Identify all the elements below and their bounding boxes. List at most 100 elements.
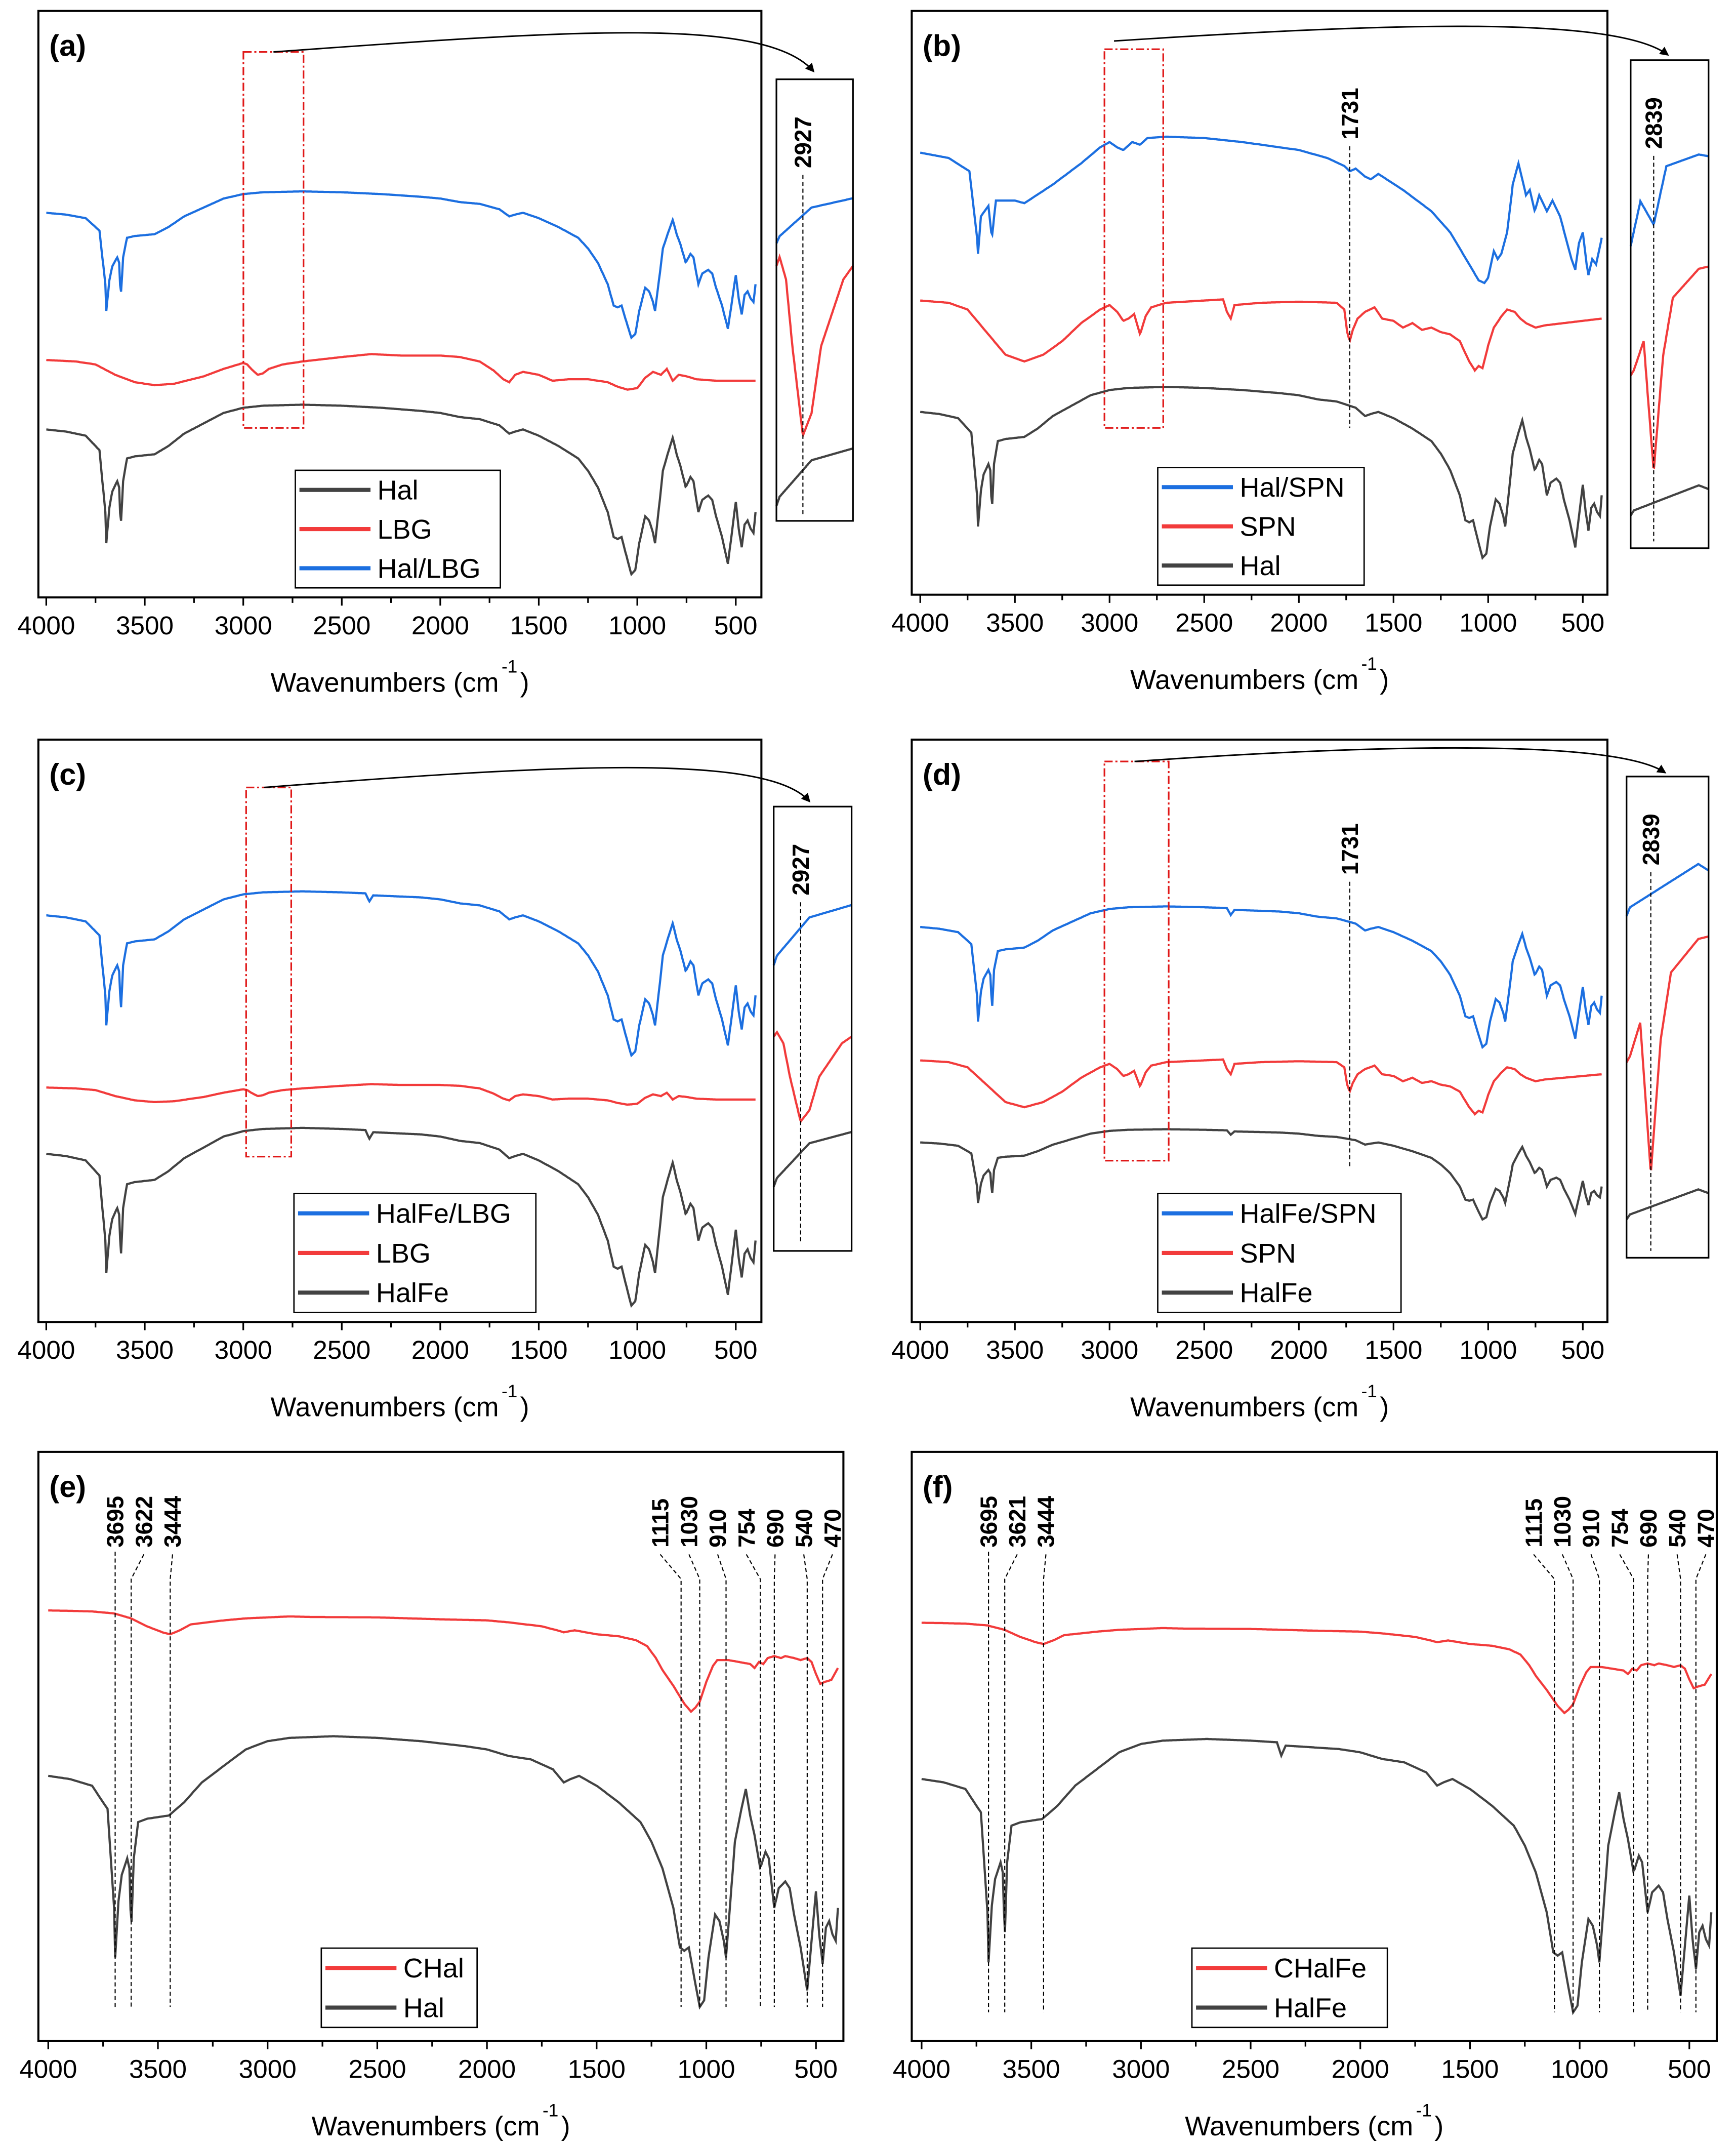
peak-marker-label: 540 [791, 1509, 817, 1548]
panel-label: (a) [49, 29, 86, 63]
legend: HalFe/SPN SPN HalFe [1157, 1193, 1402, 1313]
x-axis-title: Wavenumbers (cm [271, 1392, 499, 1423]
inset-marker-label: 2927 [788, 844, 814, 896]
peak-marker-line [170, 1554, 174, 2007]
legend-label: HalFe/LBG [376, 1199, 511, 1229]
peak-marker-line [1043, 1554, 1047, 2013]
x-tick-label: 1000 [1551, 2055, 1608, 2084]
zoom-region-box [242, 51, 305, 429]
x-tick-label: 4000 [891, 1335, 949, 1364]
legend-label: SPN [1240, 1238, 1296, 1269]
peak-marker-line [1676, 1554, 1681, 2013]
peak-marker-label: 910 [1578, 1509, 1604, 1548]
chart-panel-c: 4000 3500 3000 2500 2000 1500 1000 500 Wavenumbe… [17, 738, 853, 1423]
x-axis-title-sup: -1 [543, 2100, 558, 2120]
series-line-halfe [920, 1128, 1603, 1221]
x-axis-title: Wavenumbers (cm [1130, 665, 1358, 695]
x-tick-label: 2500 [313, 1335, 370, 1364]
legend: Hal LBG Hal/LBG [295, 469, 501, 589]
x-tick-label: 2500 [348, 2055, 406, 2084]
legend-label: Hal/SPN [1240, 472, 1345, 503]
x-tick-label: 4000 [17, 611, 75, 640]
x-axis-title: Wavenumbers (cm [312, 2111, 540, 2141]
legend: CHal Hal [320, 1947, 478, 2029]
x-tick-label: 4000 [893, 2055, 950, 2084]
inset-series-spn [1630, 265, 1709, 469]
inset-series-halfe-spn [1625, 863, 1710, 917]
x-tick-label: 2500 [1175, 609, 1233, 637]
legend-label: Hal/LBG [378, 553, 481, 584]
series-line-halfe-lbg [46, 890, 757, 1058]
inset-series-hal-lbg [775, 197, 853, 244]
plot-frame [911, 10, 1608, 596]
inset-marker-label: 2839 [1641, 97, 1667, 149]
peak-marker-label: 3695 [102, 1496, 129, 1548]
series-line-hal [920, 386, 1603, 560]
inset-frame [775, 78, 854, 522]
series-line-halfe-spn [920, 905, 1603, 1049]
peak-marker-label: 470 [819, 1509, 846, 1548]
peak-marker-line [1590, 1554, 1600, 2013]
x-tick-label: 500 [1561, 1335, 1605, 1364]
plot-frame [911, 1450, 1718, 2042]
peak-marker-label: 1030 [676, 1496, 702, 1548]
inset-frame [1630, 59, 1710, 549]
inset-series-hal-spn [1629, 153, 1709, 247]
series-line-hal [46, 403, 757, 577]
peak-marker-line [688, 1554, 700, 2007]
zoom-arrow [273, 32, 815, 73]
peak-marker-line [1619, 1554, 1634, 2013]
legend-label: LBG [376, 1238, 431, 1269]
legend-label: Hal [1240, 551, 1281, 581]
x-tick-label: 1500 [1441, 2055, 1499, 2084]
x-axis-title-sup: -1 [502, 657, 517, 677]
peak-marker-label: 1731 [1337, 88, 1363, 139]
x-tick-label: 3000 [215, 1335, 272, 1364]
panel-label: (b) [923, 29, 961, 63]
zoom-region-box [245, 786, 293, 1158]
x-tick-label: 500 [794, 2055, 838, 2084]
panel-label: (c) [49, 757, 86, 791]
peak-marker-label: 1731 [1337, 823, 1363, 875]
x-tick-label: 500 [714, 611, 758, 640]
legend-label: HalFe [1274, 1993, 1347, 2023]
peak-marker-label: 1030 [1549, 1496, 1576, 1548]
x-tick-label: 1000 [608, 611, 666, 640]
zoom-region-box [1103, 48, 1164, 429]
peak-marker-line [1004, 1554, 1018, 2013]
x-axis-title-sup: -1 [1361, 1382, 1377, 1401]
series-line-chal [48, 1609, 839, 1714]
series-line-halfe [46, 1126, 757, 1308]
x-axis-title-sup: -1 [1361, 654, 1377, 674]
chart-panel-d: 4000 3500 3000 2500 2000 1500 1000 500 Wavenumbe… [891, 738, 1710, 1423]
peak-marker-label: 3621 [1004, 1496, 1030, 1548]
inset-series-hal [1630, 484, 1709, 516]
inset-frame [773, 805, 853, 1252]
peak-marker-label: 690 [762, 1509, 789, 1548]
plot-frame [911, 738, 1608, 1323]
x-tick-label: 4000 [17, 1335, 75, 1364]
x-axis-title-sup: -1 [1416, 2100, 1432, 2120]
legend-label: HalFe [1240, 1278, 1313, 1308]
x-tick-label: 1000 [1459, 1335, 1517, 1364]
x-tick-label: 500 [1561, 609, 1605, 637]
series-line-halfe [921, 1737, 1713, 2015]
legend-label: LBG [378, 514, 432, 545]
peak-marker-line [659, 1554, 682, 2007]
legend: CHalFe HalFe [1191, 1947, 1388, 2029]
peak-marker-line [1561, 1554, 1574, 2013]
peak-marker-line [746, 1554, 761, 2007]
peak-marker-label: 754 [733, 1509, 760, 1548]
peak-marker-line [1695, 1554, 1707, 2013]
peak-marker-line [1647, 1554, 1649, 2013]
x-tick-label: 3500 [1003, 2055, 1060, 2084]
inset-series-halfe-lbg [772, 904, 852, 966]
legend-label: HalFe [376, 1278, 449, 1308]
x-tick-label: 3500 [116, 1335, 174, 1364]
plot-frame [37, 1450, 845, 2042]
x-axis-title-end: ) [520, 667, 529, 698]
legend-frame [1191, 1947, 1388, 2029]
x-tick-label: 2000 [411, 611, 469, 640]
peak-marker-line [717, 1554, 727, 2007]
